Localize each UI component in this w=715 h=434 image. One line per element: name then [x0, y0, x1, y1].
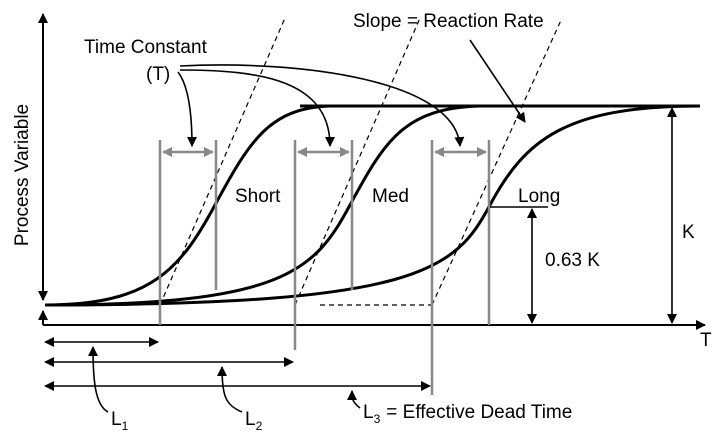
dead-time: L3 = Effective Dead Time: [363, 402, 572, 426]
dead-time-sub: 3: [374, 412, 381, 426]
slope: Slope = Reaction Rate: [353, 11, 544, 32]
tangents: [159, 17, 563, 306]
dead-time-main: L: [245, 409, 256, 430]
dead-time: L2: [245, 409, 263, 433]
dead-time-main: L: [363, 402, 374, 423]
dead-time: L1: [111, 409, 129, 433]
k-label: K: [682, 222, 695, 243]
time-constant: Time Constant: [84, 37, 208, 58]
axes: [38, 13, 706, 330]
dead-time-main: L: [111, 409, 122, 430]
curves: [44, 104, 701, 307]
x-axis-label: T: [700, 330, 712, 351]
curve-label: Med: [372, 186, 409, 207]
curve-label: Short: [235, 186, 281, 207]
arrows: [44, 39, 677, 413]
k63-label: 0.63 K: [545, 250, 600, 271]
guides: [158, 140, 491, 395]
dead-time-note: = Effective Dead Time: [386, 402, 572, 423]
dead-time-sub: 1: [122, 419, 129, 433]
y-axis-label: Process Variable: [12, 104, 33, 246]
dead-time-sub: 2: [256, 419, 263, 433]
curve-label: Long: [518, 186, 560, 207]
tau: (T): [146, 64, 170, 85]
